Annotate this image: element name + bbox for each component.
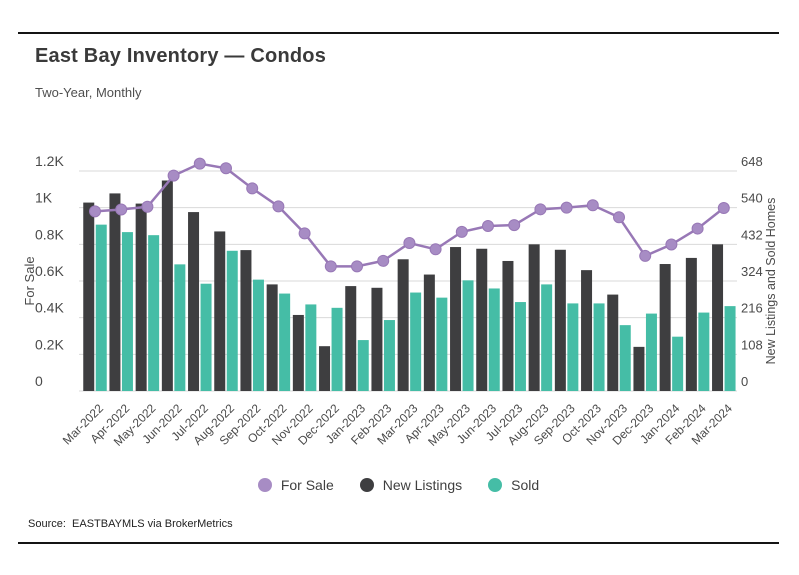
- legend-item-sold: Sold: [488, 477, 539, 493]
- svg-text:432: 432: [741, 227, 763, 242]
- svg-text:0.8K: 0.8K: [35, 226, 64, 242]
- source-note: Source: EASTBAYMLS via BrokerMetrics: [28, 518, 233, 530]
- page-title: East Bay Inventory — Condos: [35, 45, 327, 67]
- legend-item-new-listings: New Listings: [359, 477, 463, 493]
- svg-text:648: 648: [741, 154, 763, 169]
- svg-text:0: 0: [741, 374, 748, 389]
- inventory-chart-svg: 1.2K 1K 0.8K 0.6K 0.4K 0.2K 0 648 540 432 324 216 10…: [22, 153, 778, 449]
- for-sale-dot-icon: [257, 478, 272, 492]
- svg-text:0.2K: 0.2K: [35, 336, 64, 352]
- legend-label: Sold: [511, 477, 540, 493]
- inventory-chart: 1.2K 1K 0.8K 0.6K 0.4K 0.2K 0 648 540 432 324 216 10…: [18, 132, 779, 477]
- svg-text:For Sale: For Sale: [22, 256, 37, 305]
- page-subtitle: Two-Year, Monthly: [35, 85, 142, 100]
- chart-legend: For Sale New Listings Sold: [18, 472, 779, 498]
- svg-text:0.6K: 0.6K: [35, 263, 64, 279]
- svg-text:1K: 1K: [35, 190, 53, 206]
- svg-text:1.2K: 1.2K: [35, 153, 64, 169]
- legend-label: For Sale: [280, 477, 334, 493]
- svg-text:540: 540: [741, 191, 763, 206]
- legend-label: New Listings: [382, 477, 463, 493]
- new-listings-dot-icon: [359, 478, 374, 492]
- chart-card: East Bay Inventory — Condos Two-Year, Mo…: [18, 32, 779, 544]
- svg-text:216: 216: [741, 301, 763, 316]
- svg-text:108: 108: [741, 337, 763, 352]
- svg-text:0.4K: 0.4K: [35, 300, 64, 316]
- legend-item-for-sale: For Sale: [257, 477, 334, 493]
- sold-dot-icon: [488, 478, 503, 492]
- svg-text:New Listings and Sold Homes: New Listings and Sold Homes: [764, 198, 778, 365]
- svg-text:0: 0: [35, 373, 43, 389]
- svg-text:324: 324: [741, 264, 763, 279]
